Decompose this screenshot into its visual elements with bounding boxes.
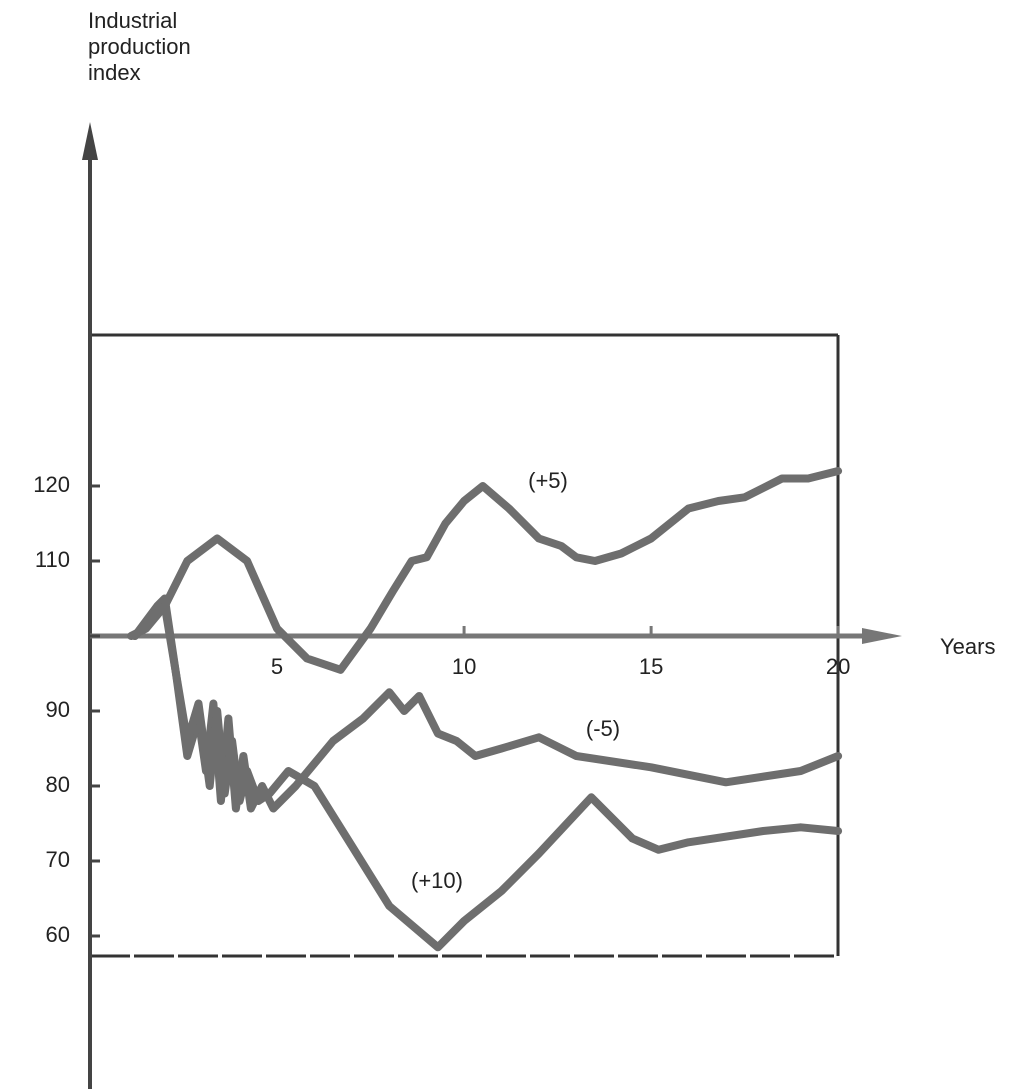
series-label: (+10) bbox=[411, 868, 463, 893]
y-tick-label: 90 bbox=[46, 697, 70, 722]
series-label: (-5) bbox=[586, 716, 620, 741]
y-tick-label: 110 bbox=[35, 547, 70, 572]
x-tick-label: 5 bbox=[271, 654, 283, 679]
y-tick-label: 120 bbox=[33, 472, 70, 497]
y-axis-label: index bbox=[88, 60, 141, 85]
series-line bbox=[127, 467, 843, 674]
y-axis-arrow bbox=[82, 122, 98, 160]
y-tick-label: 80 bbox=[46, 772, 70, 797]
y-tick-label: 70 bbox=[46, 847, 70, 872]
x-tick-label: 10 bbox=[452, 654, 476, 679]
series-label: (+5) bbox=[528, 468, 568, 493]
x-axis-arrow bbox=[862, 628, 902, 644]
y-tick-label: 60 bbox=[46, 922, 70, 947]
frame bbox=[90, 333, 840, 958]
series-line bbox=[130, 602, 843, 952]
y-axis-label: Industrial bbox=[88, 8, 177, 33]
x-tick-label: 15 bbox=[639, 654, 663, 679]
x-tick-label: 20 bbox=[826, 654, 850, 679]
x-axis-label: Years bbox=[940, 634, 995, 659]
y-axis-label: production bbox=[88, 34, 191, 59]
